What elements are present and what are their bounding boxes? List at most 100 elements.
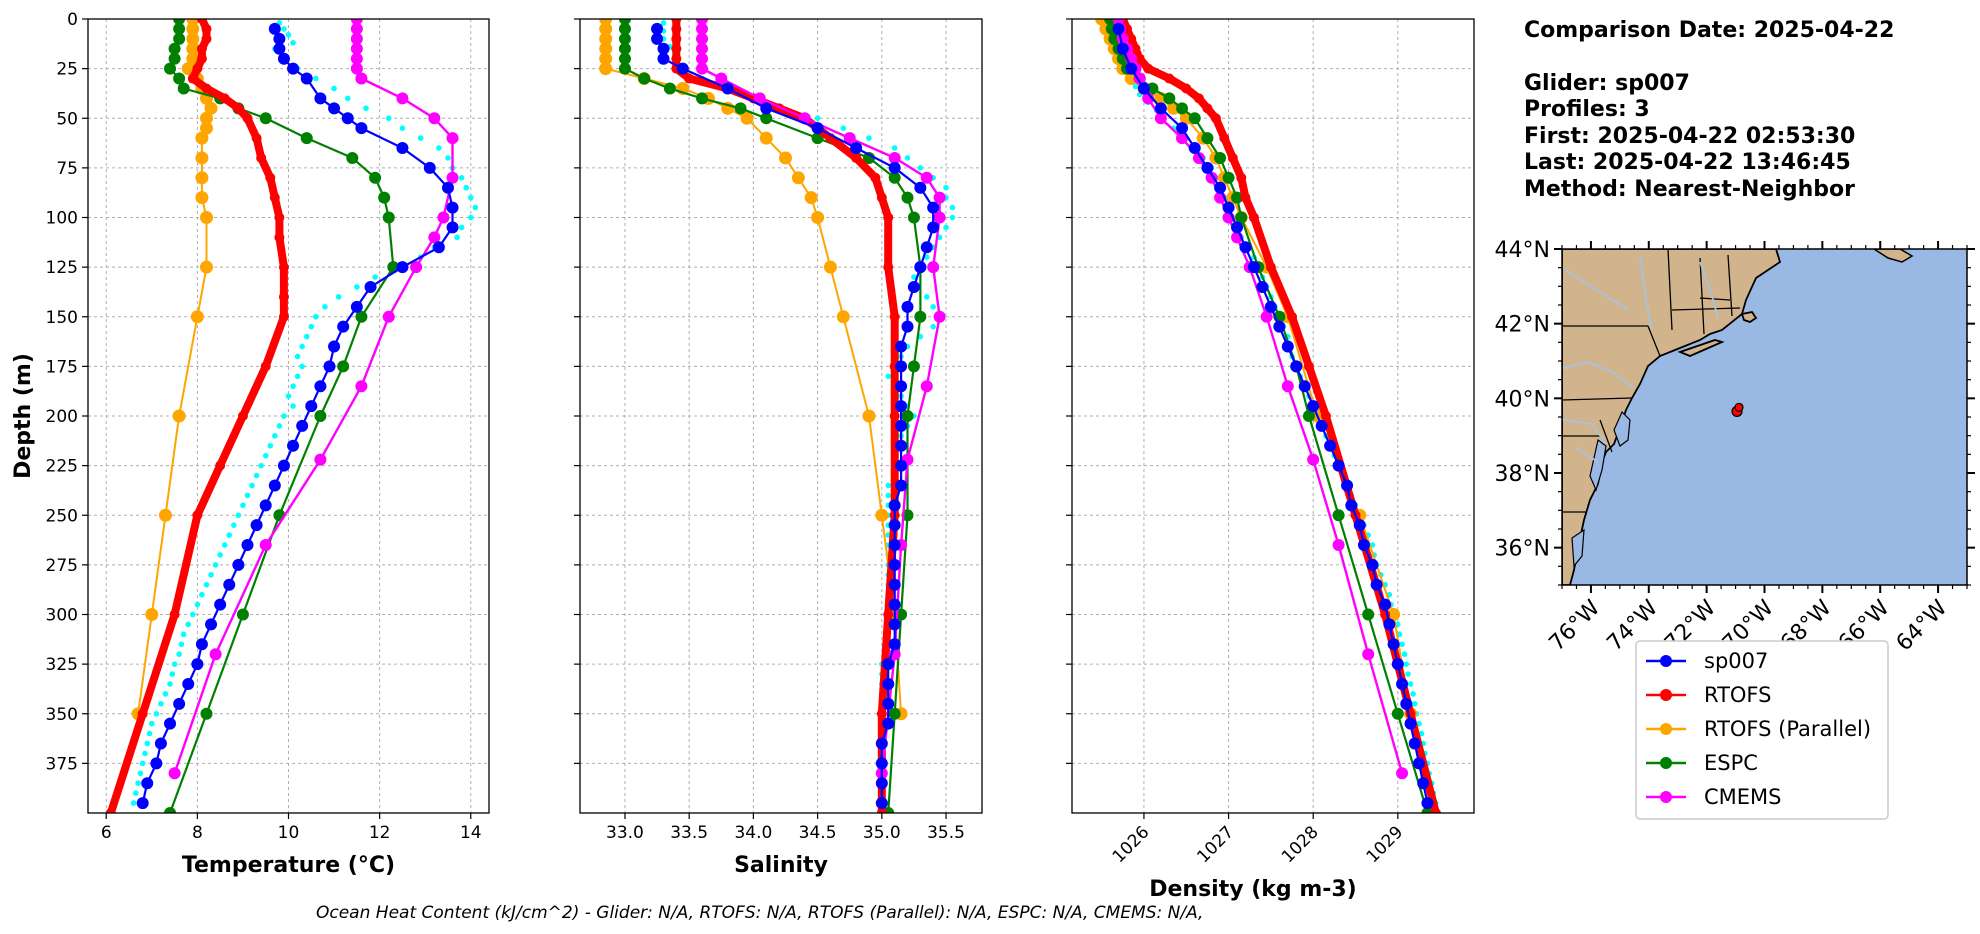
- series-point: [173, 22, 186, 35]
- x-tick-label: 1027: [1193, 822, 1238, 867]
- series-point: [791, 171, 805, 185]
- legend: sp007 RTOFS RTOFS (Parallel) ESPC CMEMS: [1635, 640, 1889, 820]
- series-point: [1332, 459, 1345, 472]
- series-point: [191, 658, 204, 671]
- glider-raw-point: [840, 125, 847, 131]
- series-point: [278, 291, 289, 302]
- plot-area: [105, 19, 479, 813]
- glider-raw-point: [262, 452, 269, 459]
- glider-raw-point: [1416, 720, 1422, 727]
- series-point: [882, 658, 895, 671]
- series-point: [251, 133, 262, 144]
- series-point: [350, 19, 363, 25]
- legend-marker: [1660, 655, 1672, 667]
- series-point: [901, 300, 914, 313]
- series-point: [1273, 320, 1286, 333]
- glider-raw-point: [1401, 651, 1408, 657]
- series-point: [196, 53, 207, 64]
- series-point: [1154, 102, 1167, 115]
- series-point: [199, 260, 213, 274]
- series-point: [355, 122, 368, 135]
- series-point: [199, 211, 213, 224]
- glider-raw-point: [217, 552, 223, 558]
- series-point: [895, 380, 908, 393]
- glider-raw-point: [272, 433, 278, 439]
- glider-raw-point: [290, 40, 296, 46]
- series-point: [599, 22, 613, 36]
- series-point: [1219, 133, 1230, 144]
- series-point: [1235, 211, 1248, 224]
- series-point: [1383, 618, 1396, 631]
- series-point: [268, 479, 281, 492]
- series-point: [876, 808, 887, 813]
- series-point: [196, 19, 207, 24]
- series-point: [164, 807, 177, 813]
- glider-raw-point: [267, 442, 274, 449]
- series-espc: [164, 19, 400, 813]
- series-point: [920, 171, 933, 184]
- series-point: [715, 72, 728, 85]
- glider-raw-point: [949, 214, 956, 221]
- glider-raw-point: [335, 294, 342, 300]
- series-point: [1201, 132, 1214, 145]
- y-tick-label: 250: [46, 506, 78, 526]
- glider-raw-point: [190, 611, 196, 618]
- series-point: [1188, 112, 1201, 125]
- series-point: [883, 609, 894, 620]
- series-point: [1137, 82, 1150, 95]
- series-point: [927, 261, 940, 274]
- x-tick-label: 34.0: [734, 823, 772, 843]
- series-point: [895, 479, 908, 492]
- x-tick-label: 14: [460, 823, 482, 843]
- series-point: [599, 62, 613, 76]
- series-point: [875, 757, 888, 770]
- series-point: [696, 52, 709, 65]
- glider-raw-point: [885, 482, 892, 489]
- series-point: [337, 320, 350, 333]
- glider-raw-point: [244, 492, 251, 499]
- series-point: [1421, 807, 1434, 813]
- series-point: [214, 598, 227, 611]
- series-point: [696, 32, 709, 45]
- y-axis-label: Depth (m): [11, 353, 36, 479]
- series-point: [341, 112, 354, 125]
- glider-raw-point: [153, 710, 160, 717]
- series-point: [173, 19, 186, 25]
- series-point: [382, 211, 395, 224]
- series-point: [920, 241, 933, 254]
- series-point: [1260, 310, 1273, 323]
- glider-raw-point: [281, 413, 287, 419]
- series-point: [355, 380, 368, 393]
- pamlico-sound: [1571, 528, 1585, 568]
- profile-count: Profiles: 3: [1524, 97, 1650, 122]
- series-point: [1176, 132, 1189, 145]
- glider-raw-point: [1405, 671, 1411, 677]
- last-profile-time: Last: 2025-04-22 13:46:45: [1524, 150, 1851, 175]
- glider-raw-point: [178, 641, 185, 648]
- series-point: [671, 53, 682, 64]
- glider-raw-point: [949, 204, 956, 211]
- series-point: [328, 340, 341, 353]
- x-tick-label: 33.0: [606, 823, 644, 843]
- glider-raw-point: [1418, 730, 1425, 737]
- series-point: [259, 112, 272, 125]
- series-point: [278, 311, 289, 322]
- series-point: [350, 32, 363, 45]
- series-point: [883, 212, 894, 223]
- series-point: [1396, 767, 1409, 780]
- series-point: [1430, 808, 1441, 813]
- series-point: [663, 82, 676, 95]
- lat-tick-label: 36°N: [1495, 537, 1550, 562]
- x-tick-label: 35.5: [927, 823, 965, 843]
- glider-raw-point: [285, 393, 292, 399]
- series-point: [933, 310, 946, 323]
- series-point: [1256, 280, 1269, 293]
- glider-raw-point: [1411, 701, 1418, 707]
- series-point: [105, 808, 116, 813]
- legend-entry-espc: ESPC: [1646, 751, 1758, 775]
- glider-raw-point: [135, 780, 141, 787]
- series-point: [876, 708, 887, 719]
- series-point: [914, 181, 927, 194]
- series-point: [1181, 83, 1192, 94]
- series-point: [423, 161, 436, 174]
